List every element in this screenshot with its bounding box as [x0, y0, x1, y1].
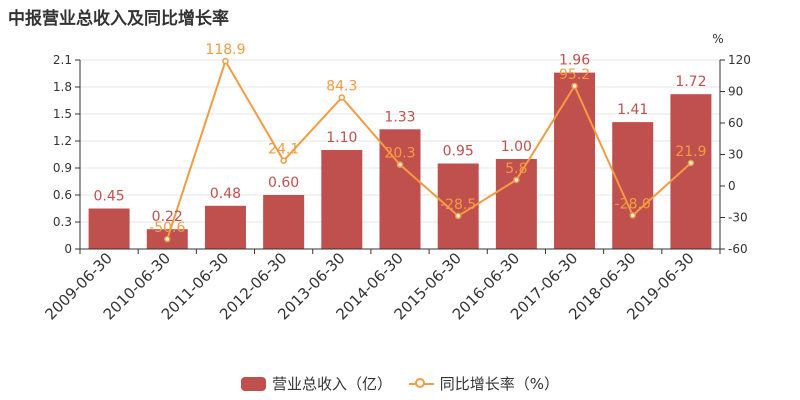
growth-value-label: 5.8: [505, 161, 527, 177]
growth-point: [164, 235, 171, 243]
bar-value-label: 0.22: [152, 209, 183, 225]
bar-series: [88, 72, 712, 249]
legend-item-growth[interactable]: 同比增长率（%）: [408, 373, 560, 394]
y-left-tick-label: 0.9: [53, 161, 72, 175]
growth-value-label: 95.2: [559, 67, 590, 83]
growth-point: [280, 157, 287, 164]
legend-item-revenue[interactable]: 营业总收入（亿）: [240, 373, 392, 394]
legend-line-swatch: [408, 377, 434, 391]
y-left-tick-label: 0: [64, 242, 72, 256]
chart-title: 中报营业总收入及同比增长率: [8, 9, 229, 29]
growth-point: [454, 212, 462, 220]
y-left-tick-label: 1.5: [53, 107, 72, 121]
line-series: [164, 57, 695, 243]
y-left-tick-label: 1.8: [53, 80, 72, 94]
bar: [204, 205, 246, 249]
growth-point: [396, 161, 404, 168]
y-right-tick-label: 90: [728, 85, 743, 99]
bar-value-label: 1.10: [326, 130, 357, 146]
growth-line: [166, 58, 692, 240]
growth-value-label: 84.3: [326, 78, 357, 94]
bar-value-label: 1.33: [384, 109, 415, 125]
y-left-tick-label: 0.3: [53, 215, 72, 229]
data-labels: 0.45 0.22 0.48 0.60 1.10 1.33 0.95 1.00 1.96 1.41…: [94, 42, 707, 236]
y-right-unit: %: [712, 32, 723, 46]
y-right-tick-label: 120: [728, 53, 751, 67]
growth-value-label: -50.6: [149, 220, 185, 236]
bar-value-label: 1.00: [501, 139, 532, 155]
y-left-tick-label: 1.2: [53, 134, 72, 148]
bar: [554, 72, 596, 249]
growth-value-label: 24.1: [268, 142, 299, 158]
bar-value-label: 0.48: [210, 186, 241, 202]
y-right-tick-label: 0: [728, 179, 736, 193]
bar-value-label: 0.45: [94, 189, 125, 205]
y-right-tick-label: -60: [728, 242, 748, 256]
growth-value-label: 118.9: [205, 42, 245, 58]
y-left-tick-label: 0.6: [53, 188, 72, 202]
legend: 营业总收入（亿） 同比增长率（%）: [0, 373, 800, 395]
bar: [263, 195, 305, 249]
y-right-tick-label: 30: [728, 148, 743, 162]
bar: [670, 94, 712, 249]
bar: [437, 163, 479, 249]
growth-value-label: -28.5: [440, 197, 476, 213]
growth-point: [687, 159, 695, 167]
legend-label-growth: 同比增长率（%）: [439, 375, 560, 393]
growth-value-label: 21.9: [675, 144, 706, 160]
y-right-tick-label: 60: [728, 116, 743, 130]
bar: [88, 208, 130, 249]
y-left-tick-label: 2.1: [53, 53, 72, 67]
growth-point: [222, 57, 229, 65]
growth-value-label: -28.0: [615, 196, 651, 212]
growth-point: [338, 94, 346, 101]
growth-point: [571, 82, 578, 90]
bar-value-label: 1.96: [559, 53, 590, 69]
bar: [321, 150, 363, 249]
legend-label-revenue: 营业总收入（亿）: [271, 375, 392, 393]
growth-point: [629, 212, 636, 219]
bar-value-label: 0.95: [443, 144, 474, 160]
growth-point: [513, 176, 520, 184]
bar: [495, 159, 537, 249]
legend-bar-swatch: [240, 376, 266, 391]
bar-value-label: 0.60: [268, 175, 299, 191]
growth-value-label: 20.3: [384, 146, 415, 162]
chart-canvas: 0 0.3 0.6 0.9 1.2 1.5 1.8 2.1 -60 -30 0 30 60 90 120% 2…: [42, 32, 751, 323]
bar-value-label: 1.72: [675, 74, 706, 90]
bar-value-label: 1.41: [617, 102, 648, 118]
y-right-tick-label: -30: [728, 211, 748, 225]
